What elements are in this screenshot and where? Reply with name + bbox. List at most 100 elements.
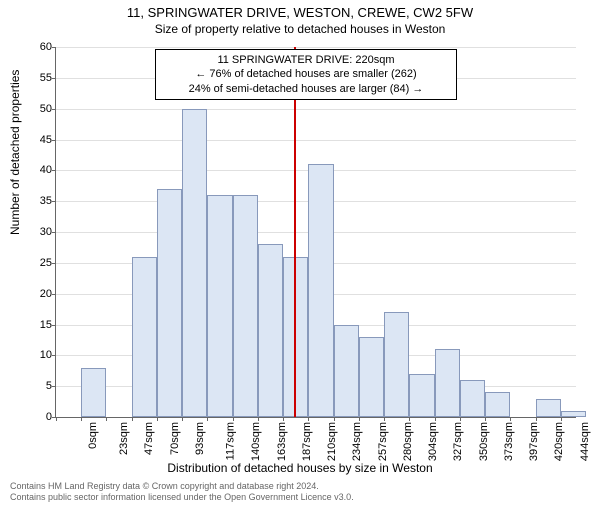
x-tick-mark xyxy=(308,417,309,421)
histogram-bar xyxy=(182,109,207,417)
reference-line xyxy=(294,47,296,417)
grid-line xyxy=(56,47,576,48)
histogram-bar xyxy=(435,349,460,417)
histogram-bar xyxy=(485,392,510,417)
x-tick-label: 257sqm xyxy=(377,422,389,461)
chart-container: 11, SPRINGWATER DRIVE, WESTON, CREWE, CW… xyxy=(0,5,600,505)
y-tick-label: 10 xyxy=(27,349,52,361)
histogram-bar xyxy=(233,195,258,417)
x-tick-mark xyxy=(409,417,410,421)
x-tick-mark xyxy=(233,417,234,421)
x-tick-mark xyxy=(106,417,107,421)
histogram-bar xyxy=(258,244,283,417)
x-tick-mark xyxy=(258,417,259,421)
histogram-bar xyxy=(409,374,434,417)
x-tick-label: 373sqm xyxy=(503,422,515,461)
x-tick-label: 117sqm xyxy=(225,422,237,460)
footer-line-1: Contains HM Land Registry data © Crown c… xyxy=(10,481,354,492)
chart-title-sub: Size of property relative to detached ho… xyxy=(0,22,600,36)
y-tick-mark xyxy=(52,140,56,141)
y-tick-mark xyxy=(52,294,56,295)
y-axis-label: Number of detached properties xyxy=(8,70,22,235)
histogram-bar xyxy=(536,399,561,418)
y-tick-label: 25 xyxy=(27,257,52,269)
x-tick-mark xyxy=(536,417,537,421)
x-tick-mark xyxy=(561,417,562,421)
x-tick-label: 234sqm xyxy=(352,422,364,461)
y-tick-label: 20 xyxy=(27,288,52,300)
grid-line xyxy=(56,140,576,141)
histogram-bar xyxy=(460,380,485,417)
x-tick-mark xyxy=(334,417,335,421)
x-tick-label: 93sqm xyxy=(194,422,206,455)
histogram-bar xyxy=(384,312,409,417)
histogram-bar xyxy=(561,411,586,417)
x-tick-label: 210sqm xyxy=(326,422,338,461)
histogram-bar xyxy=(132,257,157,417)
plot-area: 0510152025303540455055600sqm23sqm47sqm70… xyxy=(55,47,575,417)
x-tick-mark xyxy=(157,417,158,421)
plot: 0510152025303540455055600sqm23sqm47sqm70… xyxy=(55,47,576,418)
x-tick-label: 0sqm xyxy=(87,422,99,449)
x-tick-label: 187sqm xyxy=(301,422,313,461)
grid-line xyxy=(56,109,576,110)
chart-title-main: 11, SPRINGWATER DRIVE, WESTON, CREWE, CW… xyxy=(0,5,600,20)
x-tick-label: 420sqm xyxy=(553,422,565,461)
footer-line-2: Contains public sector information licen… xyxy=(10,492,354,503)
x-tick-mark xyxy=(81,417,82,421)
x-tick-mark xyxy=(435,417,436,421)
y-tick-label: 55 xyxy=(27,72,52,84)
y-tick-mark xyxy=(52,170,56,171)
histogram-bar xyxy=(334,325,359,418)
x-tick-label: 70sqm xyxy=(169,422,181,455)
x-tick-mark xyxy=(510,417,511,421)
y-tick-mark xyxy=(52,201,56,202)
x-tick-label: 280sqm xyxy=(402,422,414,461)
x-tick-label: 327sqm xyxy=(453,422,465,461)
x-tick-mark xyxy=(207,417,208,421)
x-tick-mark xyxy=(384,417,385,421)
x-tick-mark xyxy=(283,417,284,421)
y-tick-label: 35 xyxy=(27,195,52,207)
y-tick-label: 5 xyxy=(27,380,52,392)
info-line-2: ← 76% of detached houses are smaller (26… xyxy=(161,67,451,81)
info-line-3: 24% of semi-detached houses are larger (… xyxy=(161,82,451,96)
x-tick-mark xyxy=(485,417,486,421)
x-tick-label: 444sqm xyxy=(579,422,591,461)
info-line-1: 11 SPRINGWATER DRIVE: 220sqm xyxy=(161,53,451,67)
x-tick-label: 350sqm xyxy=(478,422,490,461)
x-tick-mark xyxy=(182,417,183,421)
x-tick-mark xyxy=(460,417,461,421)
y-tick-label: 50 xyxy=(27,103,52,115)
y-tick-label: 15 xyxy=(27,319,52,331)
y-tick-mark xyxy=(52,325,56,326)
x-tick-mark xyxy=(56,417,57,421)
y-tick-mark xyxy=(52,78,56,79)
x-tick-label: 163sqm xyxy=(276,422,288,461)
x-tick-label: 140sqm xyxy=(251,422,263,461)
y-tick-label: 60 xyxy=(27,41,52,53)
y-tick-label: 30 xyxy=(27,226,52,238)
x-axis-label: Distribution of detached houses by size … xyxy=(0,461,600,475)
x-tick-mark xyxy=(359,417,360,421)
y-tick-mark xyxy=(52,109,56,110)
y-tick-mark xyxy=(52,355,56,356)
y-tick-label: 45 xyxy=(27,134,52,146)
histogram-bar xyxy=(308,164,333,417)
x-tick-mark xyxy=(132,417,133,421)
histogram-bar xyxy=(157,189,182,417)
y-tick-label: 0 xyxy=(27,411,52,423)
histogram-bar xyxy=(207,195,232,417)
x-tick-label: 47sqm xyxy=(144,422,156,455)
histogram-bar xyxy=(359,337,384,417)
y-tick-mark xyxy=(52,232,56,233)
histogram-bar xyxy=(81,368,106,417)
x-tick-label: 23sqm xyxy=(118,422,130,455)
y-tick-label: 40 xyxy=(27,164,52,176)
info-box: 11 SPRINGWATER DRIVE: 220sqm ← 76% of de… xyxy=(155,49,457,100)
x-tick-label: 304sqm xyxy=(427,422,439,461)
x-tick-label: 397sqm xyxy=(528,422,540,461)
y-tick-mark xyxy=(52,263,56,264)
y-tick-mark xyxy=(52,386,56,387)
y-tick-mark xyxy=(52,47,56,48)
